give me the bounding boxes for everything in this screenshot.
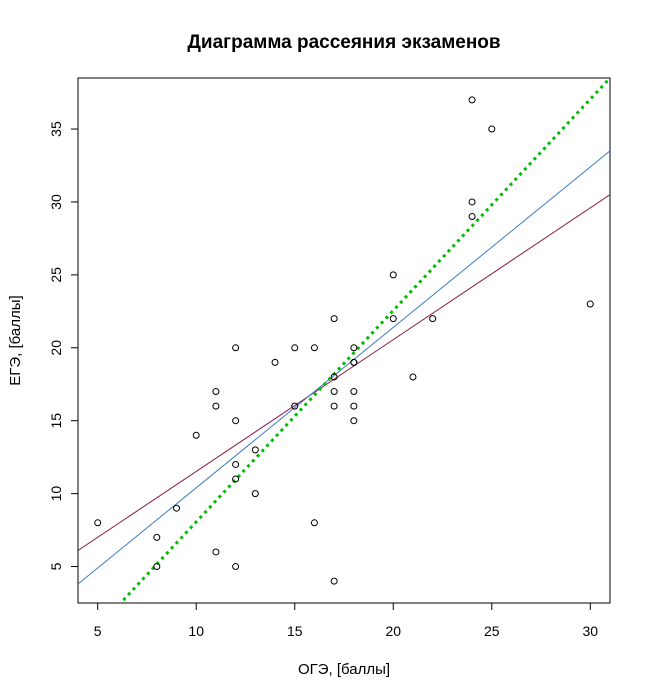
y-axis: 5 10 15 20 25 30 35	[48, 121, 79, 570]
data-point	[232, 344, 240, 352]
data-point	[429, 315, 437, 323]
data-point	[330, 402, 338, 410]
y-tick-label: 5	[48, 562, 64, 570]
x-tick-label: 30	[583, 623, 599, 639]
data-point	[232, 563, 240, 571]
data-point	[468, 213, 476, 221]
y-tick-label: 25	[48, 267, 64, 283]
data-point	[350, 344, 358, 352]
data-point	[291, 344, 299, 352]
data-point	[350, 417, 358, 425]
x-axis-label: ОГЭ, [баллы]	[298, 661, 390, 678]
x-tick-label: 20	[385, 623, 401, 639]
data-point	[212, 402, 220, 410]
data-point	[468, 96, 476, 104]
data-point	[350, 358, 358, 366]
data-point	[350, 402, 358, 410]
data-point	[192, 431, 200, 439]
data-point	[153, 533, 161, 541]
data-point	[330, 577, 338, 585]
data-point	[330, 315, 338, 323]
x-tick-label: 5	[94, 623, 102, 639]
data-point	[389, 315, 397, 323]
data-point	[153, 563, 161, 571]
x-tick-label: 10	[188, 623, 204, 639]
data-point	[330, 373, 338, 381]
data-point	[586, 300, 594, 308]
data-point	[232, 460, 240, 468]
y-tick-label: 35	[48, 121, 64, 137]
regression-line-1	[78, 194, 610, 551]
regression-line-2	[78, 150, 610, 585]
data-point	[310, 344, 318, 352]
data-point	[350, 388, 358, 396]
regression-lines	[78, 78, 610, 602]
x-axis: 5 10 15 20 25 30	[94, 602, 599, 639]
data-point	[330, 388, 338, 396]
data-point	[389, 271, 397, 279]
data-point	[310, 519, 318, 527]
chart-title: Диаграмма рассеяния экзаменов	[187, 32, 500, 53]
data-point	[251, 490, 259, 498]
data-point	[409, 373, 417, 381]
regression-line-3	[122, 78, 610, 602]
data-point	[212, 388, 220, 396]
x-tick-label: 25	[484, 623, 500, 639]
data-point	[271, 358, 279, 366]
data-point	[232, 417, 240, 425]
data-point	[232, 475, 240, 483]
data-point	[251, 446, 259, 454]
data-point	[94, 519, 102, 527]
data-point	[212, 548, 220, 556]
y-tick-label: 20	[48, 340, 64, 356]
y-tick-label: 10	[48, 486, 64, 502]
data-point	[291, 402, 299, 410]
x-tick-label: 15	[287, 623, 303, 639]
y-tick-label: 30	[48, 194, 64, 210]
data-point	[173, 504, 181, 512]
data-point	[468, 198, 476, 206]
y-tick-label: 15	[48, 413, 64, 429]
data-points	[94, 96, 594, 585]
data-point	[488, 125, 496, 133]
y-axis-label: ЕГЭ, [баллы]	[7, 295, 24, 385]
plot-frame	[77, 77, 611, 604]
